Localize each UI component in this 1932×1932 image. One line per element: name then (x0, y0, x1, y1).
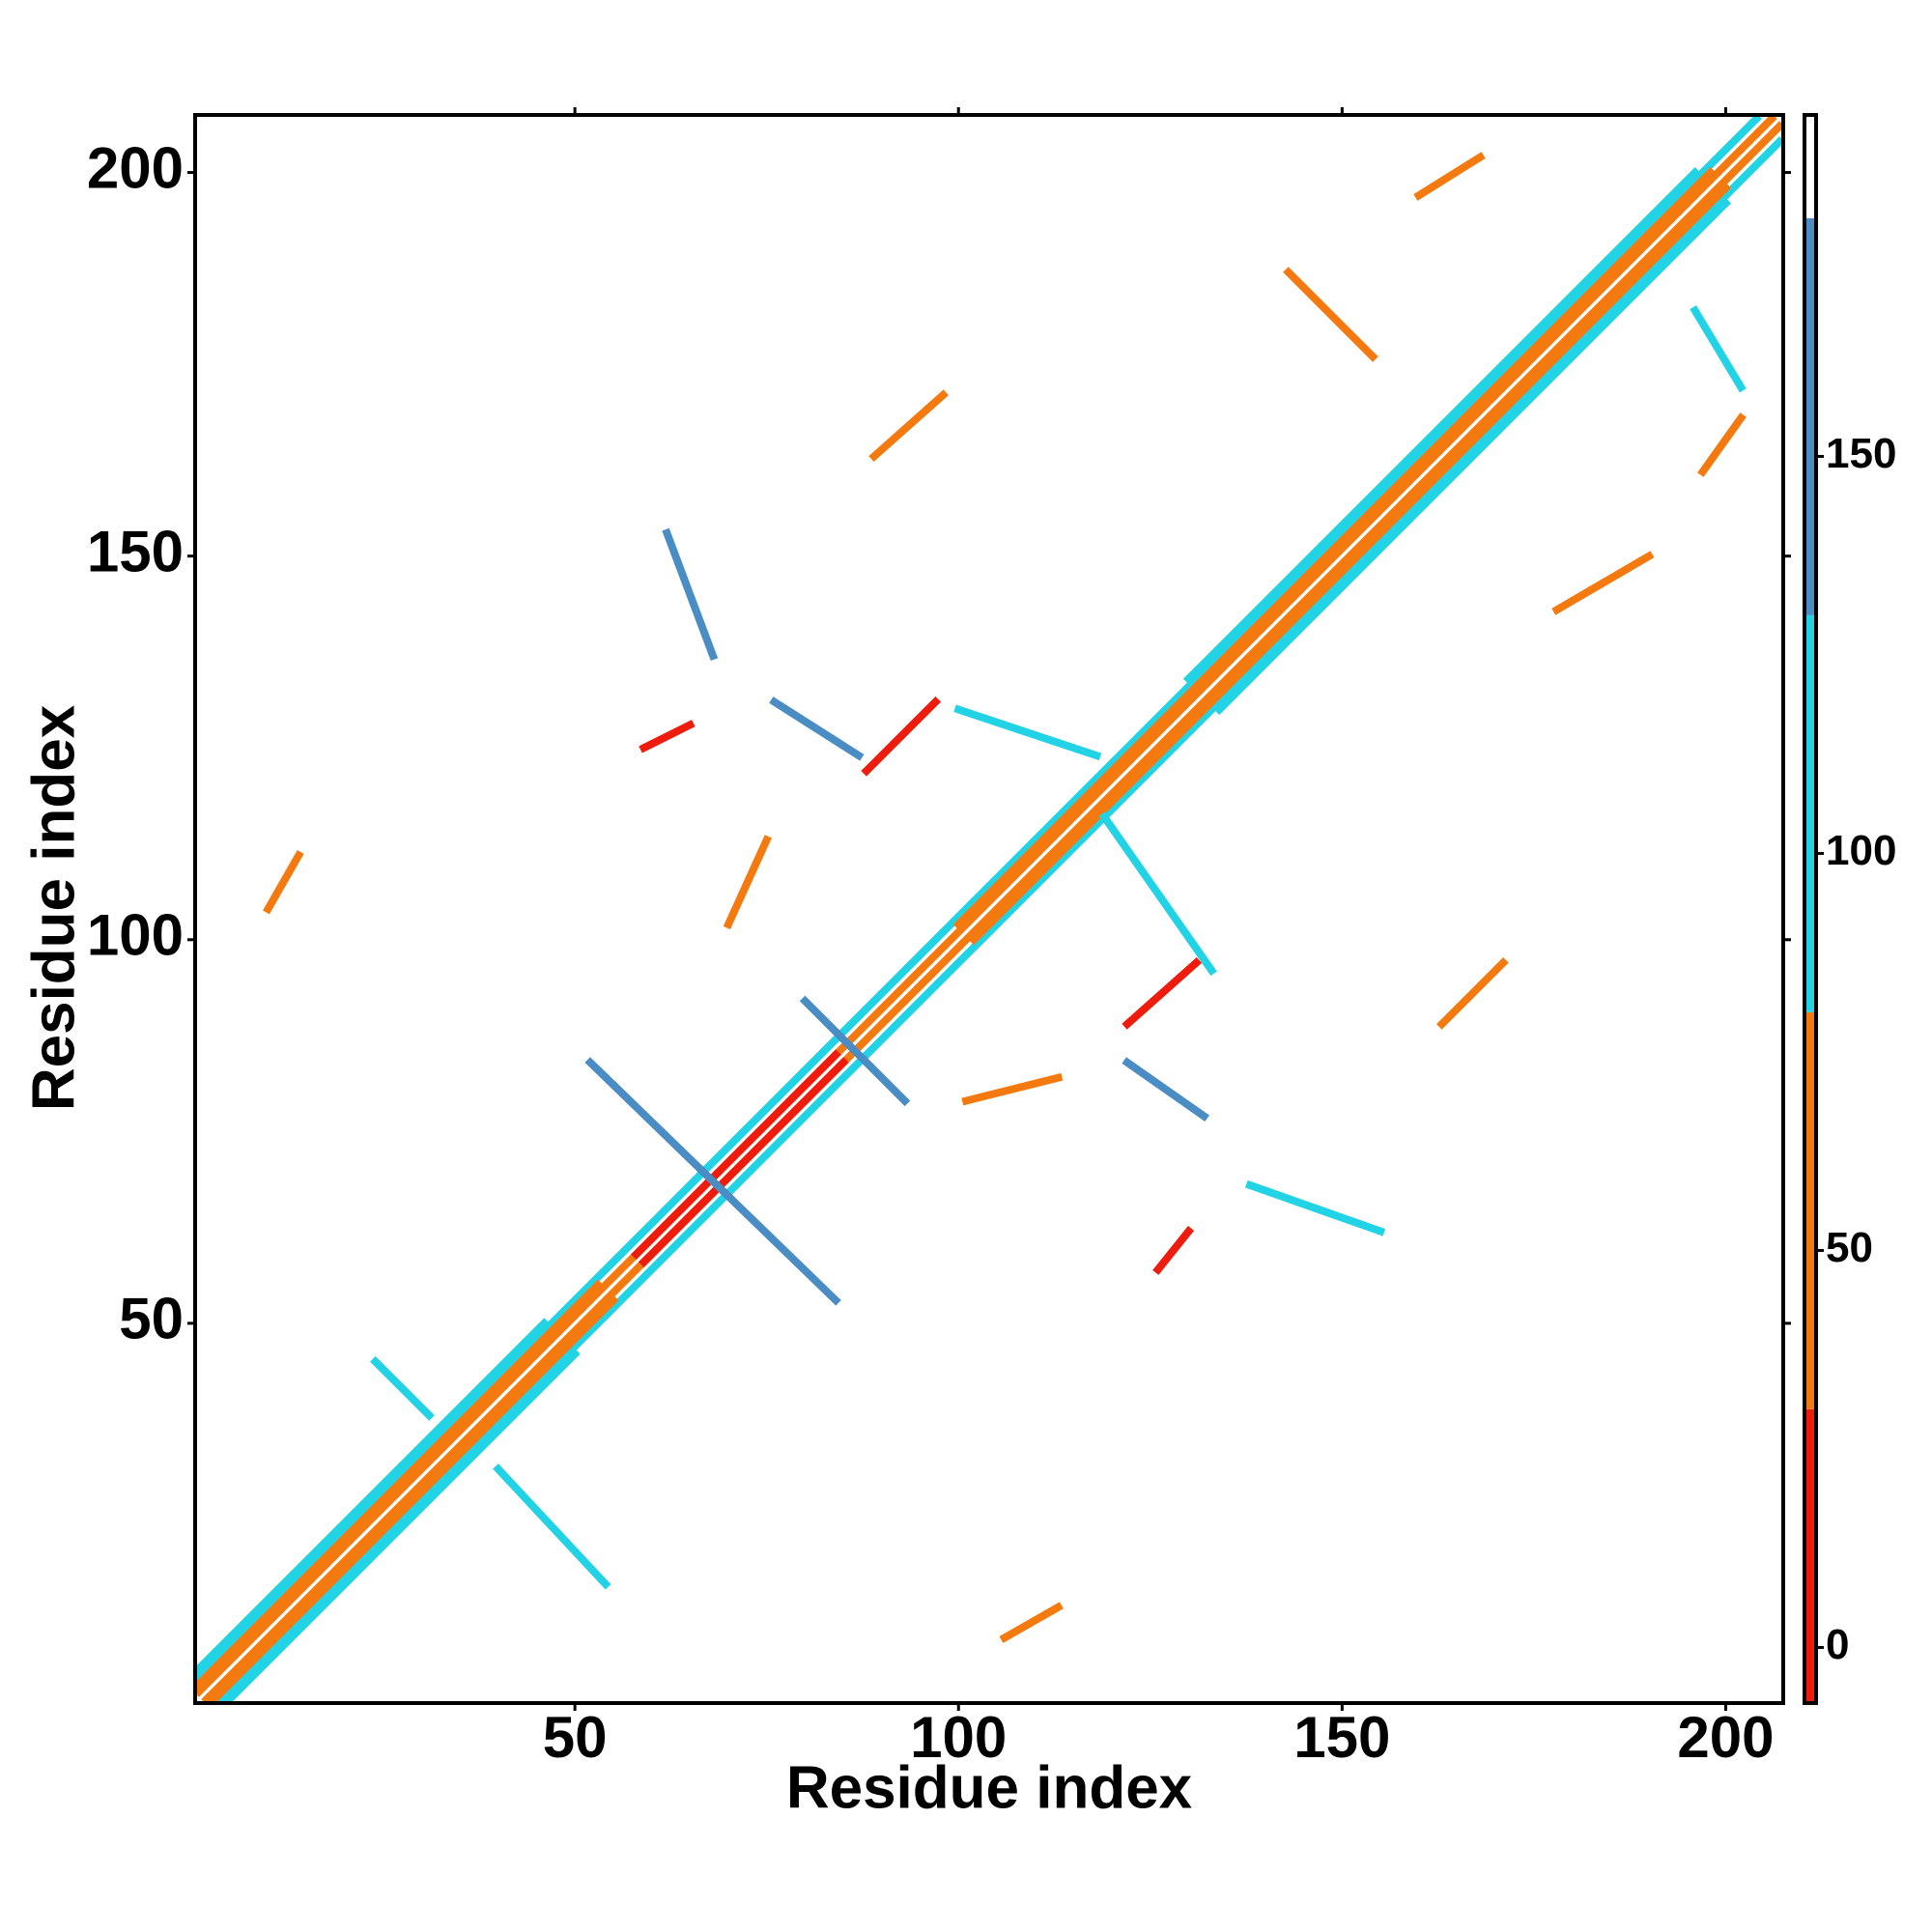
x-tick-label: 100 (910, 1705, 1007, 1770)
contact-segment (201, 121, 1783, 1703)
contact-segment (209, 1294, 619, 1703)
contact-segment (1435, 956, 1509, 1030)
contact-segment (195, 1318, 550, 1674)
colorbar-frame (1803, 113, 1818, 1705)
contact-segment (1697, 412, 1747, 477)
contact-segment (952, 166, 1717, 930)
x-tick-label: 150 (1293, 1705, 1390, 1770)
contact-segment (1098, 811, 1217, 977)
contact-segment (1122, 956, 1203, 1030)
contact-segment (1413, 152, 1486, 201)
contact-segment (999, 1602, 1064, 1643)
contact-segment (224, 1349, 581, 1703)
colorbar-band (1804, 1408, 1816, 1703)
contact-segment (961, 1072, 1064, 1106)
contact-segment (1551, 551, 1655, 615)
colorbar-band (1804, 614, 1816, 1012)
contact-segment (1182, 166, 1701, 685)
y-tick-label: 50 (119, 1287, 184, 1351)
contact-segment (1283, 267, 1378, 362)
contact-segment (216, 136, 1783, 1703)
contact-segment (769, 696, 865, 761)
contact-segment (370, 1355, 435, 1421)
colorbar-tick-label: 50 (1826, 1224, 1873, 1271)
contact-segment (631, 1049, 841, 1261)
colorbar-tick-label: 150 (1826, 430, 1896, 477)
contact-segment (1122, 1057, 1209, 1122)
colorbar-band (1804, 1011, 1816, 1409)
contact-segment (953, 704, 1102, 761)
x-tick-label: 50 (543, 1705, 608, 1770)
x-tick-label: 200 (1677, 1705, 1774, 1770)
y-tick-label: 100 (87, 903, 184, 968)
contact-segment (799, 995, 911, 1107)
y-axis-title: Residue index (20, 704, 87, 1111)
y-tick-label: 200 (87, 135, 184, 200)
contact-segment (638, 1057, 849, 1267)
plot-frame (193, 113, 1785, 1705)
contact-segment (195, 115, 1777, 1697)
contact-segment (723, 835, 772, 930)
contact-segment (662, 527, 719, 662)
contact-segment (584, 1057, 841, 1306)
contact-segment (1152, 1225, 1195, 1275)
contact-segment (493, 1463, 611, 1590)
contact-segment (639, 720, 696, 753)
contact-segment (868, 389, 949, 463)
contact-segment (861, 696, 942, 777)
colorbar-band (1804, 115, 1816, 218)
x-axis-title: Residue index (786, 1754, 1193, 1821)
contact-segment (1244, 1179, 1386, 1236)
contact-segment (1213, 197, 1732, 716)
colorbar-tick-label: 0 (1826, 1621, 1849, 1668)
contact-segment (195, 115, 1762, 1682)
contact-segment (1690, 305, 1747, 393)
contact-segment (968, 182, 1732, 946)
contact-segment (195, 1279, 604, 1690)
colorbar-band (1804, 217, 1816, 615)
y-tick-label: 150 (87, 520, 184, 584)
contact-segment (263, 849, 304, 915)
colorbar-tick-label: 100 (1826, 827, 1896, 874)
